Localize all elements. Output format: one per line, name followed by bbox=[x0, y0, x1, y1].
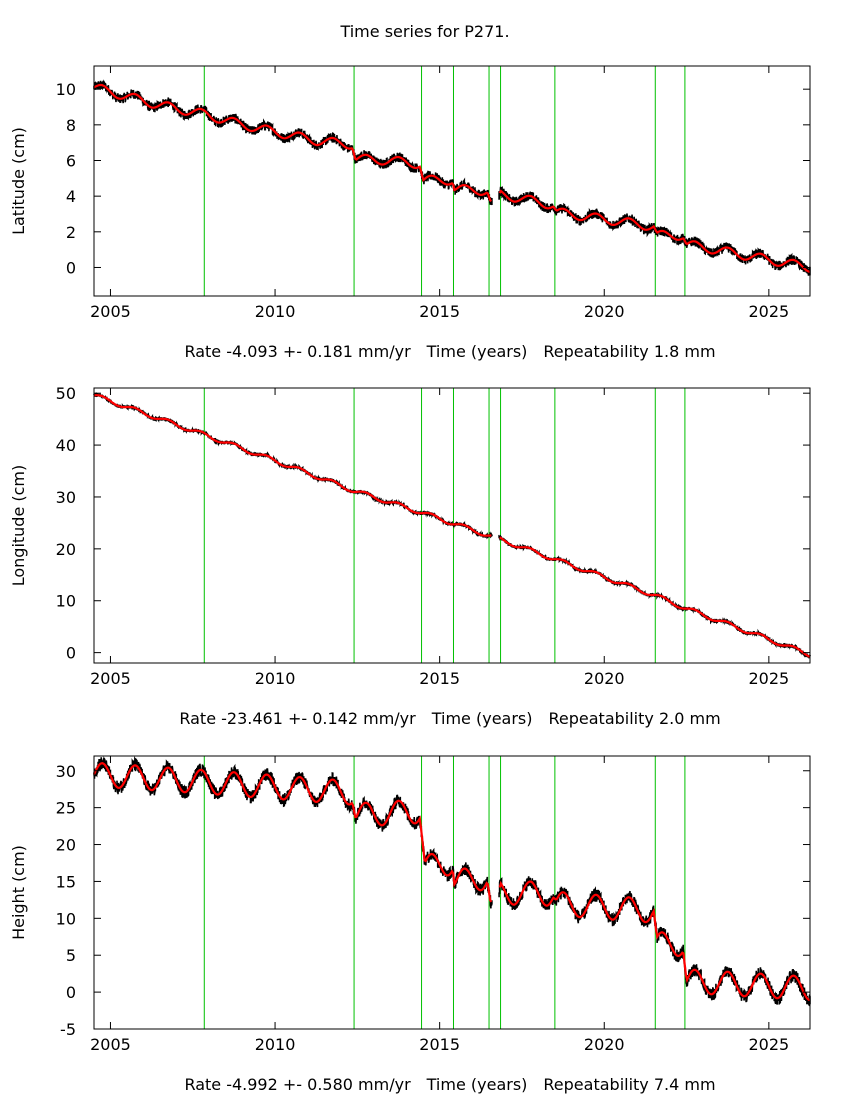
y-axis-label: Height (cm) bbox=[9, 845, 28, 940]
x-axis-label: Rate -4.992 +- 0.580 mm/yr Time (years) Re… bbox=[184, 1075, 715, 1094]
chart-title: Time series for P271. bbox=[340, 22, 510, 41]
y-tick-label: 40 bbox=[56, 436, 76, 455]
y-tick-label: -5 bbox=[60, 1020, 76, 1039]
x-axis-title: Time (years) bbox=[426, 342, 528, 361]
y-tick-label: 6 bbox=[66, 151, 76, 170]
x-axis-title: Time (years) bbox=[431, 709, 533, 728]
y-tick-label: 15 bbox=[56, 872, 76, 891]
y-tick-label: 4 bbox=[66, 187, 76, 206]
x-tick-label: 2020 bbox=[584, 669, 625, 688]
x-tick-label: 2015 bbox=[419, 669, 460, 688]
y-tick-label: 0 bbox=[66, 258, 76, 277]
x-tick-label: 2020 bbox=[584, 302, 625, 321]
model-series bbox=[93, 394, 811, 658]
y-tick-label: 20 bbox=[56, 836, 76, 855]
y-tick-label: 0 bbox=[66, 644, 76, 663]
panel-latitude: 2005 2010 2015 2020 2025 0 2 4 6 8 10 Latitude (cm)… bbox=[9, 65, 811, 361]
x-axis-title: Time (years) bbox=[426, 1075, 528, 1094]
x-tick-label: 2025 bbox=[748, 1035, 789, 1054]
repeatability-label: Repeatability 1.8 mm bbox=[543, 342, 715, 361]
data-series bbox=[93, 755, 811, 1008]
x-tick-label: 2010 bbox=[255, 302, 296, 321]
y-tick-label: 30 bbox=[56, 762, 76, 781]
rate-label: Rate -4.992 +- 0.580 mm/yr bbox=[184, 1075, 411, 1094]
x-tick-label: 2025 bbox=[748, 302, 789, 321]
data-series bbox=[93, 391, 811, 659]
rate-label: Rate -23.461 +- 0.142 mm/yr bbox=[179, 709, 416, 728]
x-tick-label: 2015 bbox=[419, 302, 460, 321]
x-tick-label: 2005 bbox=[90, 1035, 131, 1054]
x-axis-label: Rate -23.461 +- 0.142 mm/yr Time (years) R… bbox=[179, 709, 720, 728]
y-tick-label: 30 bbox=[56, 488, 76, 507]
y-tick-label: 0 bbox=[66, 983, 76, 1002]
y-tick-label: 10 bbox=[56, 80, 76, 99]
x-tick-label: 2020 bbox=[584, 1035, 625, 1054]
y-tick-label: 10 bbox=[56, 592, 76, 611]
y-tick-label: 5 bbox=[66, 946, 76, 965]
repeatability-label: Repeatability 7.4 mm bbox=[543, 1075, 715, 1094]
x-tick-label: 2005 bbox=[90, 669, 131, 688]
model-series bbox=[93, 83, 811, 273]
y-tick-label: 25 bbox=[56, 799, 76, 818]
x-tick-label: 2010 bbox=[255, 669, 296, 688]
y-axis-label: Latitude (cm) bbox=[9, 127, 28, 235]
panel-longitude: 2005 2010 2015 2020 2025 0 10 20 30 40 50 Longitude… bbox=[9, 384, 811, 728]
panel-height: 2005 2010 2015 2020 2025-5051015202530Height… bbox=[9, 755, 811, 1094]
x-axis-label: Rate -4.093 +- 0.181 mm/yr Time (years) Re… bbox=[184, 342, 715, 361]
y-tick-label: 2 bbox=[66, 223, 76, 242]
plot-frame bbox=[93, 755, 811, 1030]
x-tick-label: 2025 bbox=[748, 669, 789, 688]
y-tick-label: 10 bbox=[56, 909, 76, 928]
rate-label: Rate -4.093 +- 0.181 mm/yr bbox=[184, 342, 411, 361]
model-series bbox=[93, 762, 811, 1002]
y-tick-label: 50 bbox=[56, 384, 76, 403]
repeatability-label: Repeatability 2.0 mm bbox=[549, 709, 721, 728]
x-tick-label: 2005 bbox=[90, 302, 131, 321]
x-tick-label: 2010 bbox=[255, 1035, 296, 1054]
x-tick-label: 2015 bbox=[419, 1035, 460, 1054]
plot-frame bbox=[93, 65, 811, 297]
y-tick-label: 20 bbox=[56, 540, 76, 559]
plot-frame bbox=[93, 387, 811, 664]
y-axis-label: Longitude (cm) bbox=[9, 465, 28, 587]
y-tick-label: 8 bbox=[66, 116, 76, 135]
